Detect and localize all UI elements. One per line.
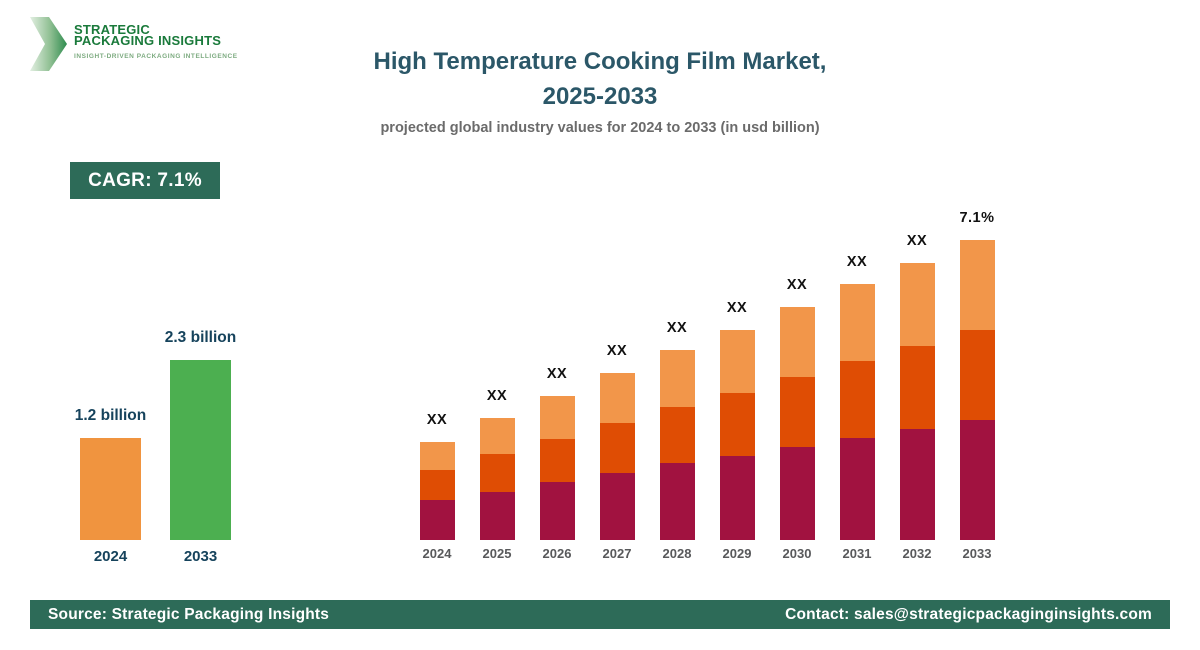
footer-contact: Contact: sales@strategicpackaginginsight… — [785, 605, 1152, 623]
stacked-bar-2026-top-segment — [539, 396, 575, 439]
projection-stacked-bar-chart: XX 2024 XX 2025 XX 2026 XX 2027 XX 2028 XX 2029 XX 20… — [400, 195, 1020, 570]
stacked-bar-2030-middle-segment — [779, 377, 815, 447]
stacked-bar-2032-middle-segment — [899, 346, 935, 429]
axis-label-2024: 2024 — [422, 546, 452, 561]
stacked-bar-2033-bottom-segment — [959, 420, 995, 540]
stacked-bar-2025-middle-segment — [479, 454, 515, 492]
stacked-bar-2029-middle-segment — [719, 393, 755, 456]
summary-value-label-2033: 2.3 billion — [164, 329, 237, 346]
axis-label-2033: 2033 — [962, 546, 992, 561]
stacked-bar-2030-bottom-segment — [779, 447, 815, 540]
stacked-bar-2024-top-segment — [419, 442, 455, 470]
summary-axis-label-2024: 2024 — [93, 548, 128, 565]
title-block: High Temperature Cooking Film Market, 20… — [250, 44, 950, 136]
stacked-bar-2027-bottom-segment — [599, 473, 635, 540]
stacked-bar-2032-bottom-segment — [899, 429, 935, 540]
summary-axis-label-2033: 2033 — [183, 548, 218, 565]
stacked-bar-2030-top-segment — [779, 307, 815, 377]
footer-source: Source: Strategic Packaging Insights — [48, 605, 330, 623]
bar-value-label-2029: XX — [726, 300, 748, 316]
summary-value-label-2024: 1.2 billion — [74, 407, 147, 424]
stacked-bar-2026-middle-segment — [539, 439, 575, 482]
logo-name-line2: PACKAGING INSIGHTS — [74, 33, 222, 48]
bar-value-label-2033: 7.1% — [959, 210, 995, 226]
axis-label-2029: 2029 — [722, 546, 752, 561]
summary-bar-2033 — [170, 360, 231, 540]
axis-label-2027: 2027 — [602, 546, 632, 561]
logo-chevron-icon — [30, 17, 67, 71]
bar-value-label-2025: XX — [486, 388, 508, 404]
bar-value-label-2027: XX — [606, 343, 628, 359]
bar-value-label-2024: XX — [426, 412, 448, 428]
stacked-bar-2027-top-segment — [599, 373, 635, 423]
bar-value-label-2030: XX — [786, 277, 808, 293]
axis-label-2028: 2028 — [662, 546, 692, 561]
logo-text: STRATEGIC PACKAGING INSIGHTS INSIGHT-DRI… — [74, 17, 238, 60]
stacked-bar-2033-top-segment — [959, 240, 995, 330]
stacked-bar-2028-middle-segment — [659, 407, 695, 463]
footer-bar: Source: Strategic Packaging Insights Con… — [30, 600, 1170, 629]
stacked-bar-2028-bottom-segment — [659, 463, 695, 540]
bar-value-label-2028: XX — [666, 320, 688, 336]
stacked-bar-2026-bottom-segment — [539, 482, 575, 540]
page-title-line2: 2025-2033 — [542, 83, 658, 110]
logo-tagline: INSIGHT-DRIVEN PACKAGING INTELLIGENCE — [74, 53, 238, 60]
bar-value-label-2031: XX — [846, 254, 868, 270]
stacked-bar-2028-top-segment — [659, 350, 695, 407]
bar-value-label-2032: XX — [906, 233, 928, 249]
stacked-bar-2031-middle-segment — [839, 361, 875, 438]
stacked-bar-2029-top-segment — [719, 330, 755, 393]
axis-label-2032: 2032 — [902, 546, 932, 561]
logo: STRATEGIC PACKAGING INSIGHTS INSIGHT-DRI… — [30, 17, 238, 71]
axis-label-2030: 2030 — [782, 546, 812, 561]
logo-name-line1: STRATEGIC — [74, 22, 150, 37]
stacked-bar-2029-bottom-segment — [719, 456, 755, 540]
stacked-bar-2031-bottom-segment — [839, 438, 875, 540]
page-title-line1: High Temperature Cooking Film Market, — [373, 48, 827, 75]
bar-value-label-2026: XX — [546, 366, 568, 382]
stacked-bar-2027-middle-segment — [599, 423, 635, 473]
axis-label-2026: 2026 — [542, 546, 572, 561]
stacked-bar-2024-bottom-segment — [419, 500, 455, 540]
page-subtitle: projected global industry values for 202… — [380, 120, 820, 136]
stacked-bar-2031-top-segment — [839, 284, 875, 361]
stacked-bar-2025-top-segment — [479, 418, 515, 454]
stacked-bar-2032-top-segment — [899, 263, 935, 346]
stacked-bar-2033-middle-segment — [959, 330, 995, 420]
stacked-bar-2024-middle-segment — [419, 470, 455, 500]
cagr-badge: CAGR: 7.1% — [70, 162, 220, 199]
axis-label-2031: 2031 — [842, 546, 872, 561]
axis-label-2025: 2025 — [482, 546, 512, 561]
summary-bar-2024 — [80, 438, 141, 540]
summary-bar-chart: 1.2 billion 2024 2.3 billion 2033 — [60, 322, 250, 572]
stacked-bar-2025-bottom-segment — [479, 492, 515, 540]
